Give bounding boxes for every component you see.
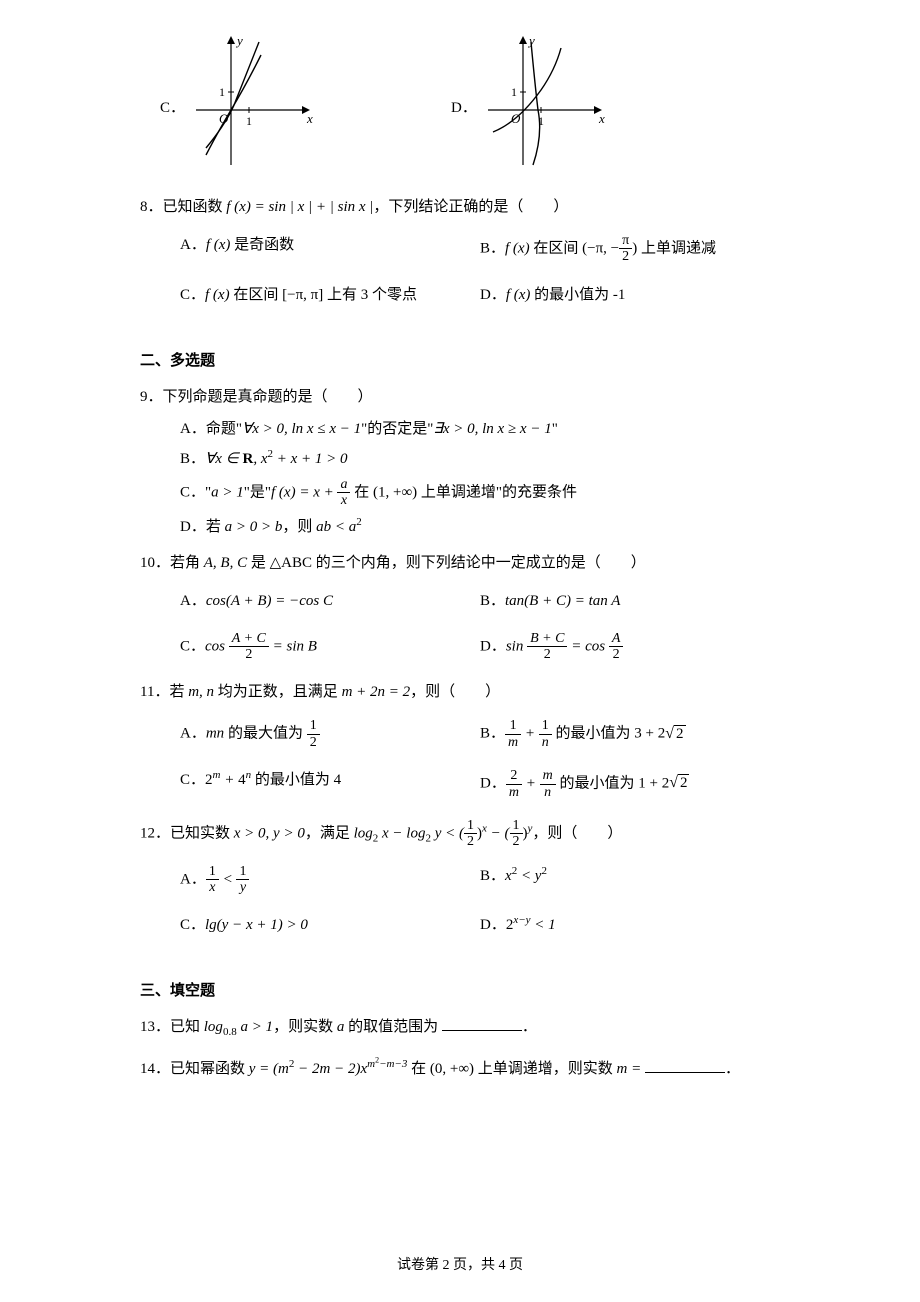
page-footer: 试卷第 2 页，共 4 页 xyxy=(0,1255,920,1277)
q12-opt-a: A．1x < 1y xyxy=(180,864,460,896)
q13-blank xyxy=(442,1015,522,1031)
q9-options: A．命题"∀x > 0, ln x ≤ x − 1"的否定是"∃x > 0, l… xyxy=(180,417,800,539)
q8-suffix: ，下列结论正确的是（ ） xyxy=(373,199,568,215)
section3-heading: 三、填空题 xyxy=(140,979,800,1003)
section2-heading: 二、多选题 xyxy=(140,349,800,373)
q10-opt-b: B．tan(B + C) = tan A xyxy=(480,589,760,613)
svg-text:x: x xyxy=(598,111,605,126)
q8-prefix: 8．已知函数 xyxy=(140,199,226,215)
figure-c-label: C． xyxy=(160,96,185,175)
q13: 13．已知 log0.8 a > 1，则实数 a 的取值范围为 ． xyxy=(140,1015,800,1039)
q14-blank xyxy=(645,1057,725,1073)
q9-stem: 9．下列命题是真命题的是（ ） xyxy=(140,385,800,409)
q11-stem: 11．若 m, n 均为正数，且满足 m + 2n = 2，则（ ） xyxy=(140,680,800,704)
q11-options: A．mn 的最大值为 12 B．1m + 1n 的最小值为 3 + 22 C．2… xyxy=(180,712,800,806)
q11-opt-d: D．2m + mn 的最小值为 1 + 22 xyxy=(480,768,760,800)
figure-c-svg: y x O 1 1 xyxy=(191,30,321,175)
q12-opt-d: D．2x−y < 1 xyxy=(480,913,760,937)
q12-options: A．1x < 1y B．x2 < y2 C．lg(y − x + 1) > 0 … xyxy=(180,858,800,944)
svg-text:y: y xyxy=(235,33,243,48)
figure-d-label: D． xyxy=(451,96,477,175)
q11-opt-c: C．2m + 4n 的最小值为 4 xyxy=(180,768,460,800)
q10-opt-c: C．cos A + C2 = sin B xyxy=(180,631,460,663)
q9-opt-d: D．若 a > 0 > b，则 ab < a2 xyxy=(180,515,800,539)
q8-opt-d: D．f (x) 的最小值为 -1 xyxy=(480,283,760,307)
figure-d-svg: y x O 1 1 xyxy=(483,30,613,175)
q9-opt-a: A．命题"∀x > 0, ln x ≤ x − 1"的否定是"∃x > 0, l… xyxy=(180,417,800,441)
q14: 14．已知幂函数 y = (m2 − 2m − 2)xm2−m−3 在 (0, … xyxy=(140,1057,800,1081)
q7-figures-row: C． y x O 1 1 D． xyxy=(140,30,800,175)
q8-options: A．f (x) 是奇函数 B．f (x) 在区间 (−π, −π2) 上单调递减… xyxy=(180,227,800,313)
svg-text:1: 1 xyxy=(219,85,225,99)
q8-opt-a: A．f (x) 是奇函数 xyxy=(180,233,460,265)
q12-opt-c: C．lg(y − x + 1) > 0 xyxy=(180,913,460,937)
q9-opt-b: B．∀x ∈ R, x2 + x + 1 > 0 xyxy=(180,447,800,471)
q11-opt-b: B．1m + 1n 的最小值为 3 + 22 xyxy=(480,718,760,750)
q10-stem: 10．若角 A, B, C 是 △ABC 的三个内角，则下列结论中一定成立的是（… xyxy=(140,551,800,575)
q10-opt-d: D．sin B + C2 = cos A2 xyxy=(480,631,760,663)
q8-opt-b: B．f (x) 在区间 (−π, −π2) 上单调递减 xyxy=(480,233,760,265)
svg-text:x: x xyxy=(306,111,313,126)
q10-options: A．cos(A + B) = −cos C B．tan(B + C) = tan… xyxy=(180,583,800,669)
figure-d: D． y x O 1 1 xyxy=(451,30,613,175)
q8-opt-c: C．f (x) 在区间 [−π, π] 上有 3 个零点 xyxy=(180,283,460,307)
q11-opt-a: A．mn 的最大值为 12 xyxy=(180,718,460,750)
svg-text:1: 1 xyxy=(511,85,517,99)
q8-stem: 8．已知函数 f (x) = sin | x | + | sin x |，下列结… xyxy=(140,195,800,219)
q10-opt-a: A．cos(A + B) = −cos C xyxy=(180,589,460,613)
svg-text:1: 1 xyxy=(246,114,252,128)
q12-stem: 12．已知实数 x > 0, y > 0，满足 log2 x − log2 y … xyxy=(140,818,800,850)
q12-opt-b: B．x2 < y2 xyxy=(480,864,760,896)
q8-math: f (x) = sin | x | + | sin x | xyxy=(226,199,373,215)
figure-c: C． y x O 1 1 xyxy=(160,30,321,175)
q9-opt-c: C．"a > 1"是"f (x) = x + ax 在 (1, +∞) 上单调递… xyxy=(180,477,800,509)
